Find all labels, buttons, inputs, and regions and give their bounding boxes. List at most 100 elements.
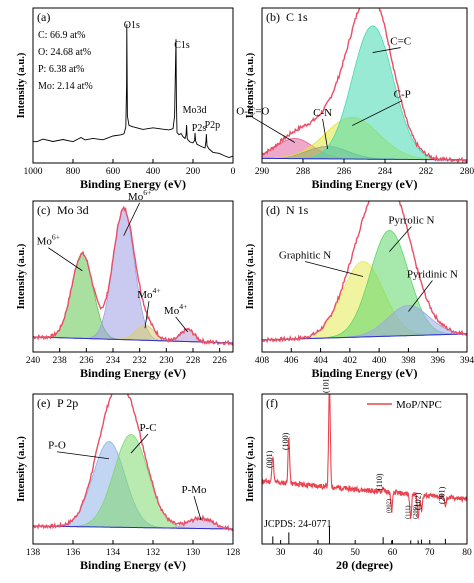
x-tick-label: 236	[79, 356, 94, 366]
hkl-label: (200)	[412, 505, 419, 519]
component-label: C-P	[394, 89, 411, 101]
annotation-arrow	[56, 451, 110, 460]
plot-area	[33, 394, 233, 532]
annotation-arrow	[252, 117, 296, 143]
panel-title: Mo 3d	[57, 203, 89, 217]
plot-area	[262, 394, 467, 544]
x-tick-label: 404	[313, 356, 328, 366]
x-tick-label: 286	[337, 167, 352, 177]
hkl-label: (110)	[375, 473, 384, 490]
peak-label: P2s	[192, 123, 207, 134]
x-tick-label: 406	[284, 356, 299, 366]
panel-label: (d)	[266, 203, 280, 217]
component-label: Mo6+	[37, 233, 60, 248]
peak-label: Mo3d	[183, 105, 207, 116]
x-tick-label: 130	[186, 548, 201, 558]
component-label: O-C=O	[236, 105, 269, 117]
hkl-label: (002)	[386, 499, 393, 513]
panel-label: (a)	[37, 10, 50, 24]
envelope-line	[262, 8, 467, 163]
x-tick-label: 134	[106, 548, 121, 558]
component-label: Pyridinic N	[407, 268, 458, 280]
x-tick-label: 398	[401, 356, 416, 366]
plot-frame	[261, 200, 468, 353]
hkl-label: (101)	[321, 375, 330, 393]
plot-area	[262, 8, 467, 163]
x-tick-label: 80	[462, 548, 472, 558]
plot-frame	[261, 393, 468, 545]
annotation-arrow	[193, 496, 202, 521]
component-label: C-N	[313, 107, 332, 119]
component-label: C=C	[390, 36, 411, 48]
panel-label: (c)	[37, 203, 50, 217]
composition-entry: O: 24.68 at%	[38, 47, 91, 58]
x-tick-label: 230	[159, 356, 174, 366]
y-axis-label: Intensity (a.u.)	[245, 436, 256, 502]
annotation-arrow	[322, 118, 328, 149]
x-tick-label: 50	[350, 548, 360, 558]
x-tick-label: 226	[213, 356, 228, 366]
x-tick-label: 228	[186, 356, 201, 366]
annotation-arrow	[352, 100, 403, 126]
composition-entry: P: 6.38 at%	[38, 64, 84, 75]
x-axis-label: Binding Energy (eV)	[80, 558, 186, 572]
plot-frame	[261, 7, 468, 164]
x-tick-label: 288	[296, 167, 311, 177]
annotation-arrow	[389, 226, 412, 252]
x-tick-label: 40	[313, 548, 323, 558]
x-axis-label: Binding Energy (eV)	[311, 177, 417, 191]
x-tick-label: 0	[231, 167, 236, 177]
panel-label: (b)	[266, 10, 280, 24]
reference-label: JCPDS: 24-0771	[264, 519, 332, 530]
y-axis-label: Intensity (a.u.)	[16, 243, 27, 309]
envelope-line	[33, 205, 233, 346]
panel-c: 240 238 236 234 232 230 228 226 Binding Energy (…	[16, 188, 234, 380]
component-label: Mo4+	[164, 302, 187, 317]
x-tick-label: 128	[226, 548, 241, 558]
panel-title: C 1s	[286, 10, 308, 24]
component-label: Mo6+	[128, 188, 151, 203]
x-tick-label: 408	[255, 356, 270, 366]
x-tick-label: 200	[186, 167, 201, 177]
annotation-arrow	[408, 280, 433, 312]
x-tick-label: 232	[133, 356, 148, 366]
x-axis-label: Binding Energy (eV)	[80, 366, 186, 380]
x-tick-label: 284	[378, 167, 393, 177]
panel-a: 1000 800 600 400 200 0 Binding Energy (eV) Inte…	[16, 7, 236, 191]
peak-label: P2p	[205, 120, 221, 131]
component-label: Graphitic N	[279, 250, 331, 262]
x-tick-label: 280	[460, 167, 474, 177]
annotation-arrow	[144, 301, 150, 329]
envelope-line	[33, 394, 233, 532]
y-axis-label: Intensity (a.u.)	[16, 436, 27, 502]
baseline	[262, 157, 467, 161]
x-axis-label: 2θ (degree)	[336, 558, 393, 572]
x-tick-label: 240	[26, 356, 41, 366]
component-label: P-Mo	[181, 484, 207, 496]
component-label: Mo4+	[137, 286, 160, 301]
x-tick-label: 1000	[24, 167, 43, 177]
x-tick-label: 138	[26, 548, 41, 558]
composition-entry: C: 66.9 at%	[38, 30, 86, 41]
plot-area	[262, 201, 467, 344]
composition-entry: Mo: 2.14 at%	[38, 81, 93, 92]
x-tick-label: 132	[146, 548, 161, 558]
panel-f: 30 40 50 60 70 80 2θ (degree) Intensity (a.u.) (…	[245, 375, 472, 572]
baseline	[33, 525, 233, 530]
hkl-label: (102)	[414, 492, 423, 510]
baseline	[33, 336, 233, 344]
survey-line	[32, 24, 234, 158]
x-tick-label: 400	[146, 167, 161, 177]
legend-label: MoP/NPC	[396, 399, 442, 411]
hkl-label: (001)	[265, 450, 274, 468]
x-tick-label: 30	[276, 548, 286, 558]
envelope-line	[262, 201, 467, 344]
x-tick-label: 402	[343, 356, 358, 366]
x-tick-label: 136	[66, 548, 81, 558]
x-tick-label: 290	[255, 167, 270, 177]
plot-frame	[32, 200, 234, 353]
panel-label: (f)	[266, 396, 278, 410]
annotation-arrow	[130, 433, 149, 454]
panel-label: (e)	[37, 396, 50, 410]
annotation-arrow	[175, 316, 188, 333]
